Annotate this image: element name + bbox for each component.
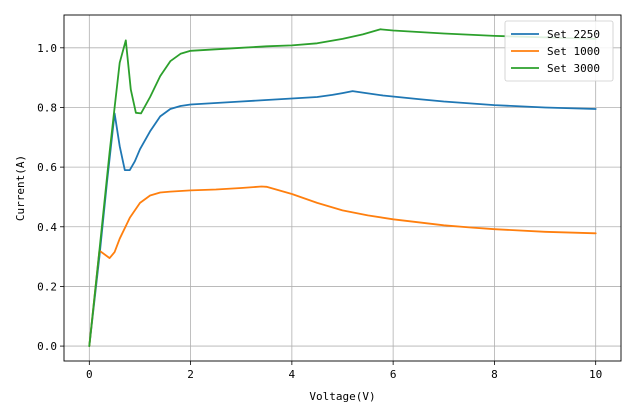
x-tick-label: 6 — [390, 368, 397, 381]
x-tick-label: 4 — [289, 368, 296, 381]
y-tick-label: 0.2 — [37, 280, 57, 293]
series-line — [88, 28, 597, 348]
legend-label: Set 3000 — [547, 62, 600, 75]
y-tick-label: 1.0 — [37, 42, 57, 55]
y-tick-label: 0.8 — [37, 101, 57, 114]
plot-frame — [63, 14, 622, 362]
series-layer — [88, 28, 597, 348]
y-axis-label: Current(A) — [14, 155, 27, 221]
legend: Set 2250 Set 1000 Set 3000 — [504, 20, 614, 82]
x-axis-label: Voltage(V) — [309, 390, 375, 403]
series-line — [88, 185, 597, 348]
x-tick-label: 8 — [491, 368, 498, 381]
ticks: 0 2 4 6 8 10 0.0 0.2 0.4 0.6 0.8 1.0 — [37, 42, 602, 381]
y-tick-label: 0.6 — [37, 161, 57, 174]
series-line — [88, 90, 597, 348]
x-tick-label: 0 — [86, 368, 93, 381]
x-tick-label: 10 — [589, 368, 602, 381]
y-tick-label: 0.0 — [37, 340, 57, 353]
y-tick-label: 0.4 — [37, 221, 57, 234]
legend-box — [504, 20, 614, 82]
legend-label: Set 1000 — [547, 45, 600, 58]
legend-label: Set 2250 — [547, 28, 600, 41]
x-tick-label: 2 — [187, 368, 194, 381]
